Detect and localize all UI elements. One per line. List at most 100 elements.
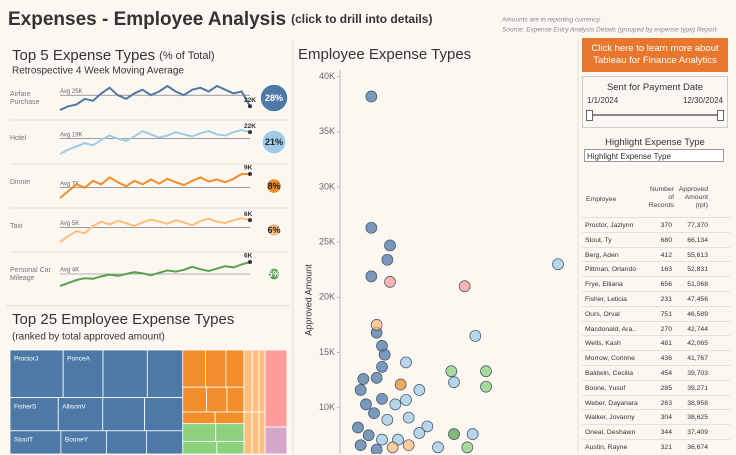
table-cell: Fisher, Leticia	[585, 296, 627, 303]
sparkline	[59, 84, 251, 111]
y-tick-label: 30K	[319, 181, 335, 191]
table-cell: 38,958	[687, 399, 708, 407]
table-row: Fisher, Leticia 231 47,456	[582, 291, 730, 307]
scatter-point	[480, 365, 492, 378]
scatter-point	[370, 319, 383, 331]
treemap-cell	[102, 397, 146, 432]
scatter-point	[469, 330, 482, 342]
last-label: 6K	[244, 211, 253, 218]
sparkline	[59, 216, 251, 243]
panel-subtitle: (ranked by total approved amount)	[12, 332, 165, 343]
last-point	[248, 130, 252, 135]
header-subtitle: (click to drill into details)	[291, 12, 432, 26]
last-label: 22K	[244, 97, 256, 104]
table-row: Proctor, Jazlynn 370 77,370	[582, 217, 730, 233]
expense-name: Hotel	[10, 135, 27, 142]
share-label: 21%	[265, 137, 283, 147]
last-point	[248, 172, 252, 176]
last-point	[248, 218, 252, 223]
slider-track[interactable]	[589, 114, 721, 116]
table-row: Walker, Jovanny 304 38,625	[582, 409, 730, 425]
highlight-title: Highlight Expense Type	[605, 137, 705, 148]
table-cell: 52,831	[687, 266, 708, 274]
table-row: Stout, Ty 680 66,134	[582, 231, 730, 248]
share-circle	[266, 178, 282, 194]
table-cell: 42,065	[687, 340, 708, 348]
info-button[interactable]: Click here to learn more about Tableau f…	[582, 38, 728, 72]
table-cell: 38,625	[687, 414, 708, 422]
treemap-cell	[216, 441, 245, 454]
header-title-line: Expenses - Employee Analysis (click to dr…	[8, 9, 432, 30]
table-row: Frye, Elliana 656 51,068	[582, 276, 730, 292]
expense-name: Dinner	[10, 179, 31, 186]
scatter-point	[365, 270, 378, 283]
panel-subtitle: Retrospective 4 Week Moving Average	[12, 66, 184, 77]
date-filter: Sent for Payment Date 1/1/2024 12/30/202…	[582, 76, 728, 128]
slider-handle[interactable]	[586, 110, 593, 121]
average-label: Avg 7K	[60, 181, 79, 187]
table-row: Baldwin, Cecilia 454 39,703	[582, 365, 730, 381]
scatter-point	[480, 380, 492, 393]
scatter-point	[445, 365, 458, 378]
treemap-cell	[62, 349, 104, 399]
filter-title: Sent for Payment Date	[606, 82, 704, 93]
treemap-label: PonceA	[67, 356, 90, 363]
table-cell: 436	[660, 355, 672, 363]
table-cell: Boone, Yusuf	[585, 384, 626, 392]
table-cell: Walker, Jovanny	[585, 414, 635, 422]
slider-handle[interactable]	[717, 110, 724, 121]
table-cell: 656	[660, 281, 672, 289]
table-cell: 321	[660, 444, 672, 451]
scatter-point	[376, 433, 388, 446]
treemap-cell	[206, 386, 228, 413]
filter-start: 1/1/2024	[587, 96, 619, 105]
y-tick-label: 25K	[319, 237, 335, 247]
header-note: Amounts are in reporting currency.	[501, 17, 601, 24]
scatter-point	[378, 348, 391, 361]
scatter-point	[357, 373, 370, 385]
table-cell: Macdonald, Ara..	[585, 325, 637, 333]
table-cell: 263	[660, 399, 672, 407]
share-label: 6%	[267, 225, 280, 235]
treemap-cell	[225, 349, 245, 388]
average-label: Avg 25K	[60, 89, 83, 95]
column-header: Number of Records	[648, 186, 674, 209]
treemap-cell	[144, 397, 184, 432]
treemap-label: FisherS	[14, 403, 37, 410]
average-label: Avg 4K	[60, 268, 79, 274]
highlight-input[interactable]: Highlight Expense Type	[584, 149, 724, 162]
expense-name: Personal Car Mileage	[10, 267, 51, 282]
table-cell: 47,456	[687, 296, 708, 303]
scatter-point	[376, 360, 388, 373]
table-cell: Austin, Rayne	[585, 444, 628, 451]
table-cell: Stout, Ty	[585, 236, 612, 244]
table-cell: 344	[660, 429, 672, 437]
share-label: 5%	[267, 269, 280, 279]
share-circle	[267, 223, 281, 237]
scatter-point	[402, 439, 415, 452]
table-row: Macdonald, Ara.. 270 42,744	[582, 320, 730, 337]
table-cell: 304	[660, 414, 672, 422]
scatter-point	[362, 429, 375, 442]
table-cell: Morrow, Corinne	[585, 355, 635, 363]
table-row: Oneal, Deshawn 344 37,409	[582, 424, 730, 440]
y-tick-label: 10K	[319, 402, 335, 412]
y-tick-label: 40K	[319, 71, 335, 81]
table-cell: 51,068	[687, 281, 708, 289]
table-cell: Wells, Kash	[585, 340, 621, 348]
share-label: 28%	[265, 93, 283, 103]
table-cell: 55,613	[687, 251, 708, 259]
scatter-point	[386, 441, 399, 454]
treemap-cell	[258, 411, 266, 454]
treemap-label: StoutT	[14, 437, 33, 444]
table-cell: 680	[660, 236, 672, 244]
scatter-point	[400, 356, 412, 369]
share-circle	[261, 129, 287, 155]
treemap-cell	[258, 349, 266, 413]
table-cell: 231	[660, 296, 672, 303]
table-row: Pittman, Orlando 163 52,831	[582, 261, 730, 277]
table-cell: 412	[660, 251, 672, 259]
column-header: Employee	[586, 196, 617, 203]
average-label: Avg 19K	[60, 132, 83, 138]
share-circle	[267, 267, 281, 281]
